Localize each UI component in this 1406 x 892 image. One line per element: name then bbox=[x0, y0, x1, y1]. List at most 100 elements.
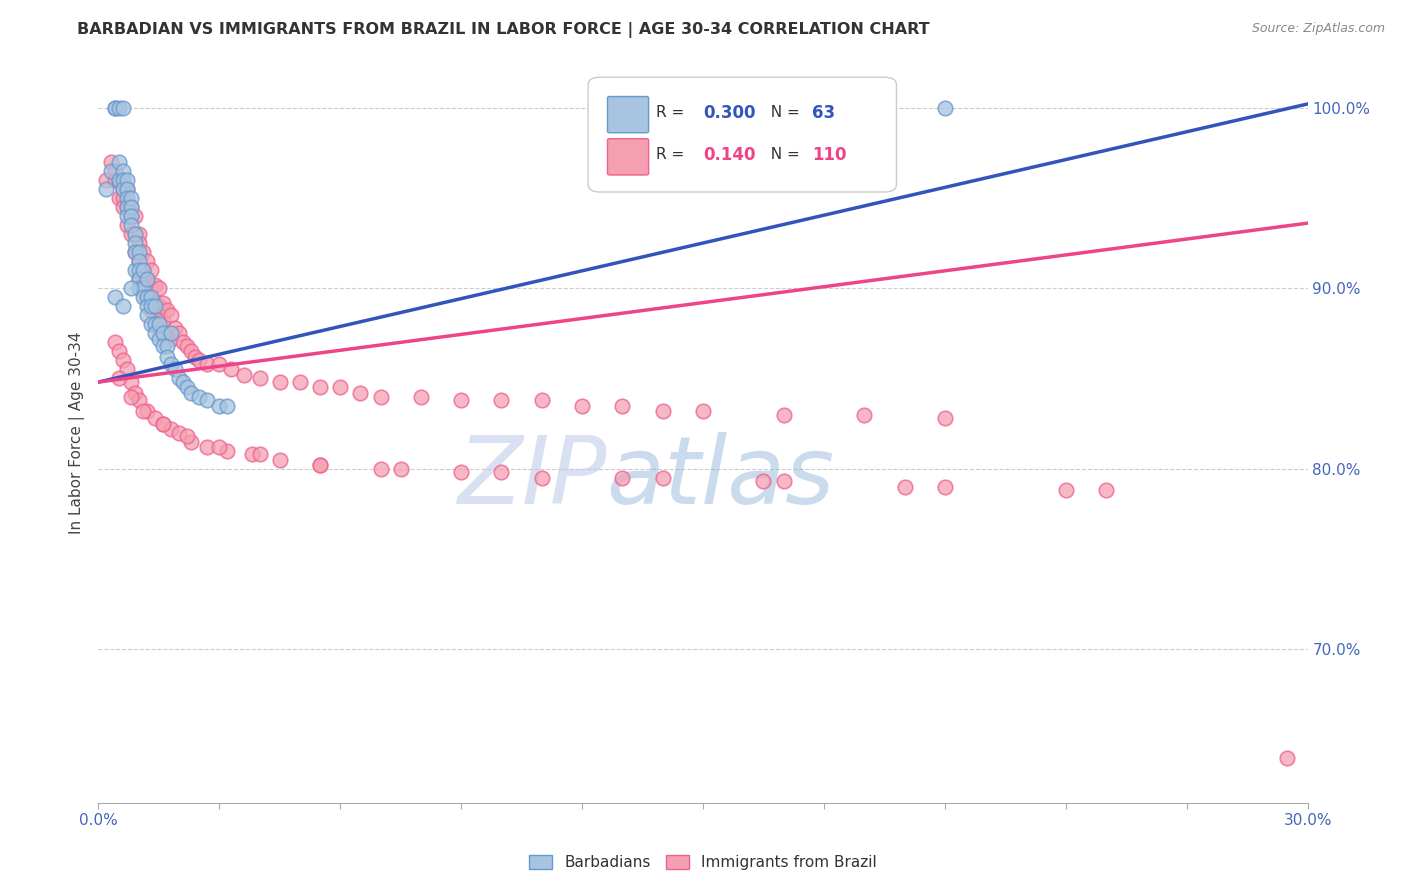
Point bbox=[124, 263, 146, 277]
Point bbox=[120, 218, 142, 232]
Point bbox=[120, 191, 142, 205]
Point bbox=[143, 326, 166, 341]
Point bbox=[217, 399, 239, 413]
Point bbox=[934, 411, 956, 425]
Point bbox=[143, 277, 166, 292]
Point bbox=[195, 393, 218, 408]
Point bbox=[124, 235, 146, 250]
Point bbox=[128, 235, 150, 250]
Legend: Barbadians, Immigrants from Brazil: Barbadians, Immigrants from Brazil bbox=[523, 849, 883, 877]
Point bbox=[132, 263, 155, 277]
FancyBboxPatch shape bbox=[607, 96, 648, 133]
Point bbox=[249, 371, 271, 385]
Point bbox=[240, 447, 263, 461]
Point bbox=[167, 371, 190, 385]
Point bbox=[120, 209, 142, 223]
Point bbox=[128, 254, 150, 268]
Point bbox=[115, 200, 138, 214]
Point bbox=[167, 425, 190, 440]
Point bbox=[152, 326, 174, 341]
Point bbox=[309, 380, 332, 394]
Point bbox=[450, 466, 472, 480]
Text: ZIP: ZIP bbox=[457, 432, 606, 523]
Point bbox=[152, 417, 174, 431]
Point bbox=[139, 302, 162, 317]
Point bbox=[132, 281, 155, 295]
Point bbox=[115, 362, 138, 376]
FancyBboxPatch shape bbox=[607, 138, 648, 175]
Point bbox=[752, 475, 775, 489]
Point bbox=[128, 245, 150, 260]
Point bbox=[221, 362, 243, 376]
Point bbox=[124, 209, 146, 223]
Text: N =: N = bbox=[761, 105, 804, 120]
Point bbox=[128, 227, 150, 241]
Text: 110: 110 bbox=[811, 146, 846, 164]
Text: 63: 63 bbox=[811, 103, 835, 122]
Point bbox=[143, 411, 166, 425]
Point bbox=[176, 429, 198, 443]
Point bbox=[107, 344, 129, 359]
Point bbox=[329, 380, 352, 394]
Point bbox=[163, 362, 186, 376]
Point bbox=[160, 422, 183, 436]
Point bbox=[934, 101, 956, 115]
Point bbox=[612, 399, 634, 413]
Point bbox=[135, 299, 157, 313]
Point bbox=[893, 480, 915, 494]
Text: 0.140: 0.140 bbox=[703, 146, 755, 164]
Point bbox=[103, 101, 125, 115]
Point bbox=[135, 404, 157, 418]
Point bbox=[208, 440, 231, 454]
Point bbox=[111, 200, 134, 214]
Point bbox=[115, 191, 138, 205]
Point bbox=[107, 173, 129, 187]
Point bbox=[491, 393, 513, 408]
Point bbox=[160, 357, 183, 371]
Point bbox=[139, 299, 162, 313]
Point bbox=[111, 101, 134, 115]
Point bbox=[143, 299, 166, 313]
Point bbox=[152, 295, 174, 310]
Point bbox=[128, 393, 150, 408]
Point bbox=[217, 443, 239, 458]
Point bbox=[167, 326, 190, 341]
Point bbox=[692, 404, 714, 418]
Point bbox=[132, 290, 155, 304]
Point bbox=[135, 272, 157, 286]
Point bbox=[111, 182, 134, 196]
Point bbox=[128, 272, 150, 286]
Point bbox=[135, 290, 157, 304]
Point bbox=[1054, 483, 1077, 498]
Point bbox=[152, 417, 174, 431]
Point bbox=[143, 318, 166, 332]
Point bbox=[115, 200, 138, 214]
Point bbox=[172, 375, 194, 389]
Point bbox=[148, 299, 170, 313]
Point bbox=[530, 393, 553, 408]
Point bbox=[135, 254, 157, 268]
Point bbox=[120, 375, 142, 389]
Point bbox=[148, 318, 170, 332]
Point bbox=[309, 458, 332, 472]
Point bbox=[772, 475, 794, 489]
Point bbox=[124, 227, 146, 241]
Point bbox=[124, 245, 146, 260]
Point bbox=[115, 209, 138, 223]
Point bbox=[115, 173, 138, 187]
Point bbox=[143, 295, 166, 310]
Point bbox=[148, 281, 170, 295]
Point bbox=[188, 353, 211, 368]
Point bbox=[128, 263, 150, 277]
Point bbox=[195, 440, 218, 454]
Point bbox=[107, 173, 129, 187]
FancyBboxPatch shape bbox=[588, 78, 897, 192]
Point bbox=[772, 408, 794, 422]
Point bbox=[208, 399, 231, 413]
Point bbox=[370, 390, 392, 404]
Point bbox=[184, 350, 207, 364]
Point bbox=[651, 404, 673, 418]
Point bbox=[124, 245, 146, 260]
Text: R =: R = bbox=[655, 105, 689, 120]
Point bbox=[1095, 483, 1118, 498]
